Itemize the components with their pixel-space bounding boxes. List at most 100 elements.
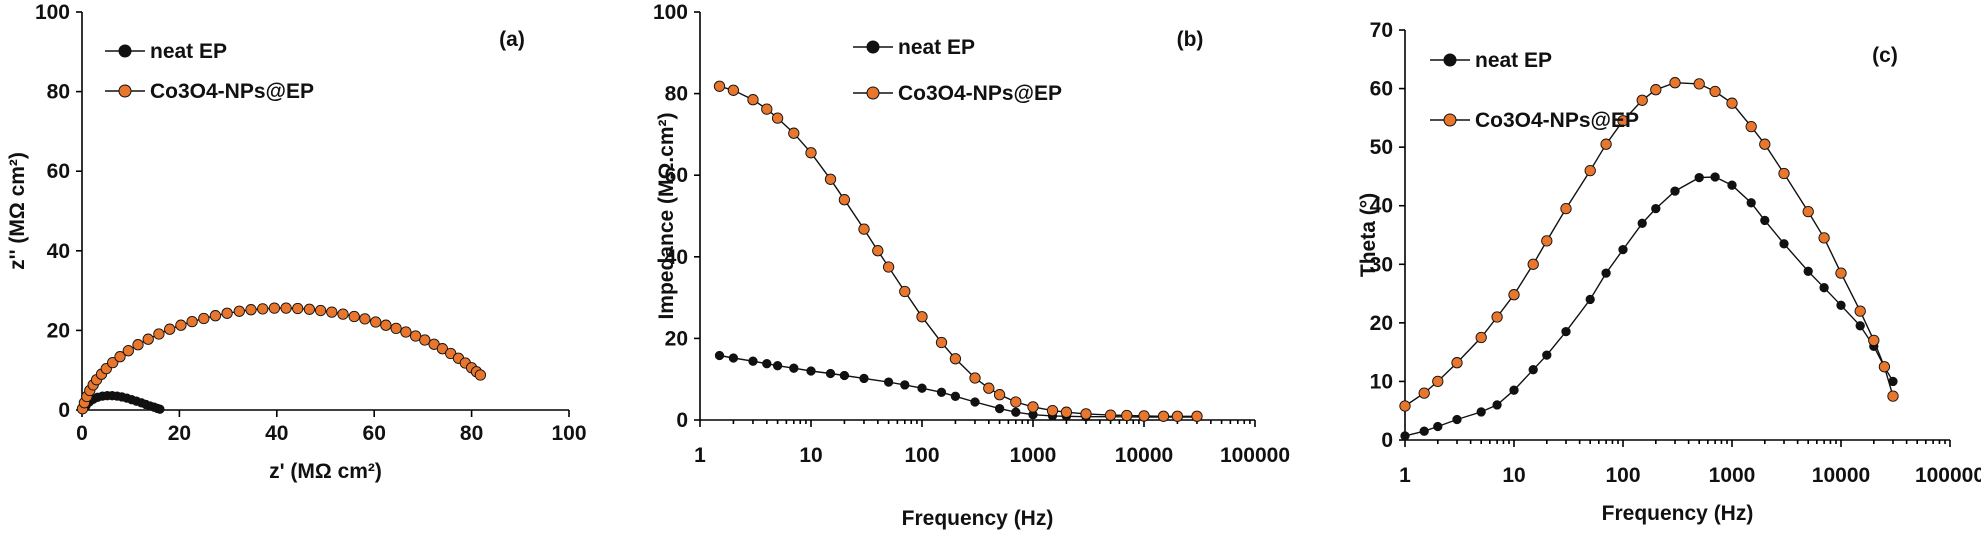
data-point (268, 302, 281, 314)
data-point (142, 333, 154, 345)
legend-label: Co3O4-NPs@EP (1475, 109, 1639, 132)
data-point (1476, 407, 1486, 417)
data-point (936, 387, 947, 397)
x-tick-label: 10 (799, 444, 822, 467)
data-point (1600, 138, 1612, 150)
legend-entry: neat EP (105, 40, 227, 63)
data-point (1060, 406, 1073, 418)
data-point (935, 336, 948, 349)
data-point (806, 366, 816, 376)
data-point (1601, 268, 1611, 278)
data-point (122, 345, 134, 357)
y-tick-label: 0 (676, 409, 688, 432)
data-point (993, 389, 1006, 401)
data-point (970, 397, 980, 407)
data-point (1171, 410, 1184, 422)
x-tick-label: 10000 (1812, 464, 1870, 487)
data-point (1418, 387, 1430, 399)
x-tick-label: 1 (694, 444, 706, 467)
data-point (858, 223, 870, 235)
data-point (1637, 218, 1647, 228)
x-tick-label: 100 (1605, 464, 1640, 487)
y-tick-label: 20 (47, 319, 70, 342)
data-point (1451, 357, 1463, 369)
data-point (164, 323, 176, 335)
legend-entry: Co3O4-NPs@EP (1430, 109, 1639, 132)
data-point (1854, 305, 1866, 317)
data-point (1527, 258, 1539, 270)
data-point (221, 307, 233, 319)
data-point (1818, 232, 1830, 244)
series-neat-ep (1400, 172, 1898, 441)
y-tick-label: 80 (665, 83, 688, 106)
data-point (1803, 266, 1813, 276)
data-point (859, 373, 869, 384)
data-point (1561, 326, 1571, 337)
data-point (209, 310, 222, 322)
data-point (1745, 120, 1757, 133)
data-point (1878, 361, 1891, 373)
data-point (326, 306, 338, 318)
data-point (1650, 84, 1662, 96)
x-tick-label: 1000 (1010, 444, 1057, 467)
data-point (370, 316, 382, 328)
legend-marker (1443, 53, 1457, 67)
y-tick-label: 60 (1370, 78, 1393, 101)
data-point (714, 350, 725, 361)
legend-marker (866, 86, 880, 100)
data-point (1046, 404, 1059, 417)
x-tick-label: 10000 (1115, 444, 1173, 467)
data-point (380, 319, 392, 331)
y-tick-label: 40 (47, 240, 70, 263)
data-point (245, 304, 257, 316)
data-point (900, 380, 910, 390)
legend-marker (1443, 113, 1457, 127)
x-axis-label: Frequency (Hz) (1602, 502, 1754, 525)
x-tick-label: 100 (904, 444, 939, 467)
data-point (1727, 180, 1737, 190)
data-point (1694, 172, 1704, 183)
y-tick-label: 0 (1381, 429, 1393, 452)
data-point (983, 382, 995, 394)
x-axis-label: Frequency (Hz) (902, 507, 1054, 530)
data-point (198, 312, 210, 325)
data-point (1802, 205, 1814, 218)
y-tick-label: 100 (653, 1, 688, 24)
data-point (1121, 409, 1133, 422)
legend-marker (866, 40, 880, 54)
data-point (348, 310, 360, 323)
x-tick-label: 1 (1399, 464, 1411, 487)
data-point (175, 319, 187, 331)
data-point (969, 372, 981, 384)
data-point (1726, 97, 1738, 109)
data-point (1528, 365, 1538, 375)
data-point (1868, 334, 1880, 347)
data-point (390, 322, 402, 335)
data-point (1617, 115, 1629, 127)
data-point (1452, 414, 1462, 425)
data-point (1138, 410, 1150, 422)
data-point (916, 311, 928, 323)
y-tick-label: 50 (1370, 136, 1393, 159)
data-point (359, 313, 371, 325)
data-point (1746, 198, 1756, 208)
legend-label: neat EP (1475, 49, 1552, 72)
data-point (761, 103, 773, 115)
y-tick-label: 20 (1370, 312, 1393, 335)
data-point (882, 261, 895, 273)
data-point (728, 353, 739, 363)
data-point (1011, 407, 1021, 417)
data-point (713, 80, 726, 92)
data-point (1759, 138, 1771, 150)
panel-label: (c) (1872, 44, 1898, 67)
data-point (419, 334, 431, 346)
data-point (1584, 164, 1596, 177)
x-tick-label: 20 (168, 422, 191, 445)
legend-entry: neat EP (853, 36, 975, 59)
y-tick-label: 70 (1370, 19, 1393, 42)
legend-label: Co3O4-NPs@EP (898, 82, 1062, 105)
data-point (1433, 421, 1443, 432)
data-point (950, 391, 961, 401)
data-point (155, 404, 165, 414)
y-tick-label: 40 (665, 246, 688, 269)
